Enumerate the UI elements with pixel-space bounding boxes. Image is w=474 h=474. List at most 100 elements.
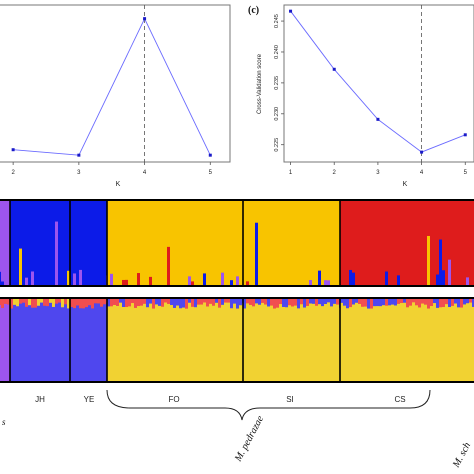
admixture-bottom-individual-bar bbox=[31, 299, 34, 308]
admixture-bottom-individual-bar bbox=[249, 299, 252, 305]
admixture-top-individual-bar bbox=[397, 275, 400, 285]
admixture-bottom-individual-bar bbox=[158, 299, 161, 306]
admixture-bottom-individual-bar bbox=[448, 299, 451, 308]
panel-b-xtick-label: 3 bbox=[77, 170, 81, 176]
admixture-top-individual-bar bbox=[255, 222, 258, 285]
admixture-bottom-individual-bar bbox=[10, 299, 13, 309]
admixture-bottom-individual-bar bbox=[239, 299, 242, 306]
admixture-bottom-individual-bar bbox=[203, 299, 206, 303]
admixture-bottom-individual-bar bbox=[67, 299, 70, 309]
panel-b-x-ticks: 2 3 4 5 bbox=[11, 162, 213, 176]
admixture-bottom-individual-bar bbox=[125, 299, 128, 308]
population-labels: JH YE FO SI CS s bbox=[2, 395, 406, 427]
admixture-bottom-individual-bar bbox=[194, 299, 197, 308]
pop-label-cs: CS bbox=[394, 395, 405, 404]
admixture-bottom-individual-bar bbox=[13, 299, 16, 305]
panel-c-xtick-label: 5 bbox=[464, 170, 468, 176]
admixture-bottom-individual-bar bbox=[418, 299, 421, 308]
admixture-bottom-individual-bar bbox=[400, 299, 403, 304]
admixture-top-individual-bar bbox=[167, 246, 170, 285]
admixture-bottom-individual-bar bbox=[49, 299, 52, 303]
panel-c-point bbox=[376, 117, 380, 121]
admixture-bottom-individual-bar bbox=[170, 299, 173, 306]
admixture-bottom-individual-bar bbox=[179, 299, 182, 309]
admixture-bottom-individual-bar bbox=[82, 299, 85, 309]
admixture-bottom-individual-bar bbox=[300, 299, 303, 305]
admixture-bottom-individual-bar bbox=[73, 299, 76, 309]
admixture-bottom-individual-bar bbox=[388, 299, 391, 306]
admixture-top-individual-bar bbox=[466, 277, 469, 285]
panel-b-point bbox=[143, 17, 147, 21]
admixture-top-individual-bar bbox=[67, 270, 70, 285]
admixture-bottom-population-block bbox=[340, 299, 474, 381]
admixture-bottom-individual-bar bbox=[140, 299, 143, 306]
panel-c-point bbox=[332, 67, 336, 71]
admixture-bottom-individual-bar bbox=[185, 299, 188, 309]
admixture-bottom-individual-bar bbox=[285, 299, 288, 308]
panel-b-xtick-label: 5 bbox=[209, 170, 213, 176]
admixture-bottom-individual-bar bbox=[273, 299, 276, 309]
admixture-bottom-individual-bar bbox=[76, 299, 79, 306]
admixture-bottom-individual-bar bbox=[0, 299, 1, 305]
admixture-top-population-block bbox=[70, 201, 107, 285]
panel-c-frame bbox=[283, 4, 474, 163]
admixture-top-individual-bar bbox=[55, 221, 58, 285]
panel-b-xtick-label: 2 bbox=[11, 170, 15, 176]
admixture-bottom-individual-bar bbox=[227, 299, 230, 303]
admixture-bottom-individual-bar bbox=[442, 299, 445, 308]
admixture-bottom-individual-bar bbox=[19, 299, 22, 304]
admixture-bottom-individual-bar bbox=[349, 299, 352, 308]
admixture-bottom-individual-bar bbox=[218, 299, 221, 308]
panel-c-plot-area bbox=[289, 5, 467, 162]
admixture-bottom-individual-bar bbox=[107, 299, 110, 307]
admixture-bottom-individual-bar bbox=[61, 299, 64, 308]
panel-c-xtick-label: 2 bbox=[333, 170, 337, 176]
admixture-top-individual-bar bbox=[191, 281, 194, 285]
admixture-top-individual-bar bbox=[246, 281, 249, 285]
admixture-bottom-population-block bbox=[10, 299, 70, 381]
admixture-bottom-individual-bar bbox=[209, 299, 212, 304]
admixture-bottom-individual-bar bbox=[264, 299, 267, 305]
admixture-bottom-individual-bar bbox=[294, 299, 297, 306]
admixture-bottom-individual-bar bbox=[91, 299, 94, 309]
admixture-bottom-individual-bar bbox=[52, 299, 55, 307]
admixture-top-individual-bar bbox=[324, 280, 327, 285]
admixture-bottom-individual-bar bbox=[212, 299, 215, 306]
admixture-bottom-individual-bar bbox=[110, 299, 113, 307]
admixture-bottom-individual-bar bbox=[312, 299, 315, 304]
admixture-bottom-individual-bar bbox=[469, 299, 472, 303]
admixture-bottom-individual-bar bbox=[85, 299, 88, 308]
admixture-top-individual-bar bbox=[236, 276, 239, 285]
admixture-top-individual-bar bbox=[122, 279, 125, 285]
admixture-bottom-individual-bar bbox=[412, 299, 415, 303]
admixture-bottom-individual-bar bbox=[427, 299, 430, 309]
admixture-bottom-individual-bar bbox=[397, 299, 400, 304]
admixture-bottom-individual-bar bbox=[433, 299, 436, 304]
admixture-bottom-individual-bar bbox=[122, 299, 125, 308]
admixture-bottom-individual-bar bbox=[267, 299, 270, 307]
admixture-bottom-individual-bar bbox=[97, 299, 100, 304]
admixture-bottom-individual-bar bbox=[454, 299, 457, 304]
admixture-bottom-individual-bar bbox=[221, 299, 224, 305]
admixture-top-individual-bar bbox=[221, 272, 224, 285]
admixture-bottom-individual-bar bbox=[297, 299, 300, 309]
panel-b-series-line bbox=[13, 17, 211, 156]
admixture-bottom-individual-bar bbox=[340, 299, 343, 303]
admixture-top-individual-bar bbox=[349, 269, 352, 285]
admixture-bottom-individual-bar bbox=[252, 299, 255, 307]
panel-c-ytick-label: 0.240 bbox=[274, 45, 280, 59]
admixture-bottom-individual-bar bbox=[206, 299, 209, 307]
admixture-bottom-individual-bar bbox=[472, 299, 474, 307]
admixture-bottom-individual-bar bbox=[34, 299, 37, 308]
admixture-top-individual-bar bbox=[442, 270, 445, 285]
admixture-top-individual-bar bbox=[149, 276, 152, 285]
panel-b-point bbox=[11, 148, 15, 152]
admixture-top-individual-bar bbox=[318, 270, 321, 285]
admixture-bottom-individual-bar bbox=[197, 299, 200, 305]
admixture-bottom-individual-bar bbox=[406, 299, 409, 308]
population-dividers bbox=[9, 200, 341, 382]
admixture-bottom-individual-bar bbox=[258, 299, 261, 305]
admixture-bottom-individual-bar bbox=[79, 299, 82, 309]
admixture-bottom-individual-bar bbox=[152, 299, 155, 309]
admixture-bottom-individual-bar bbox=[358, 299, 361, 305]
